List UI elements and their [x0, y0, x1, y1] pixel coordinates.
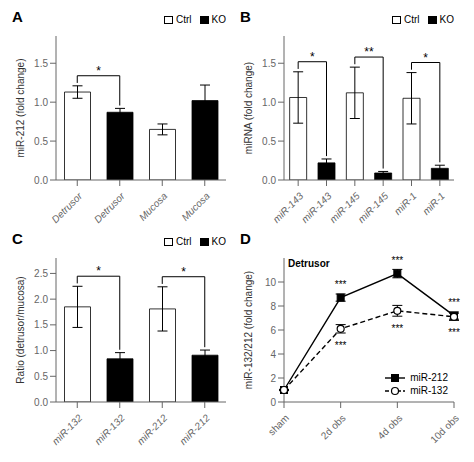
html-text:A: A	[12, 8, 23, 25]
svg-text:miRNA (fold change): miRNA (fold change)	[243, 62, 254, 154]
svg-text:0: 0	[270, 397, 276, 408]
svg-text:miR-1: miR-1	[392, 190, 419, 217]
html-text:miR-212: miR-212	[410, 372, 448, 383]
svg-text:6: 6	[270, 325, 276, 336]
svg-text:***: ***	[335, 340, 347, 351]
svg-text:1.0: 1.0	[262, 97, 276, 108]
svg-text:*: *	[181, 265, 186, 279]
svg-text:miR-212 (fold change): miR-212 (fold change)	[15, 59, 26, 158]
svg-text:8: 8	[270, 301, 276, 312]
svg-text:2.5: 2.5	[34, 268, 48, 279]
svg-text:1.5: 1.5	[34, 58, 48, 69]
svg-text:Detrusor: Detrusor	[49, 190, 84, 225]
svg-text:Mucosa: Mucosa	[179, 190, 212, 223]
html-text:miR-132: miR-132	[410, 385, 448, 396]
svg-text:10: 10	[265, 277, 277, 288]
svg-text:0.5: 0.5	[34, 371, 48, 382]
html-text:KO: KO	[211, 14, 226, 25]
svg-text:***: ***	[448, 327, 460, 338]
svg-text:miR-132: miR-132	[92, 412, 127, 447]
svg-text:0.5: 0.5	[34, 136, 48, 147]
svg-text:2d obs: 2d obs	[319, 412, 348, 441]
svg-text:0.5: 0.5	[262, 136, 276, 147]
svg-text:4: 4	[270, 349, 276, 360]
svg-text:*: *	[96, 64, 101, 78]
html-text:KO: KO	[211, 236, 226, 247]
svg-text:1.5: 1.5	[34, 319, 48, 330]
svg-text:0.0: 0.0	[34, 175, 48, 186]
svg-text:***: ***	[391, 255, 403, 266]
svg-text:miR-132: miR-132	[50, 412, 85, 447]
svg-text:miR-132/212 (fold change): miR-132/212 (fold change)	[243, 271, 254, 389]
svg-text:1.5: 1.5	[262, 58, 276, 69]
svg-text:***: ***	[335, 279, 347, 290]
html-text:Ctrl: Ctrl	[176, 236, 192, 247]
svg-text:Detrusor: Detrusor	[92, 190, 127, 225]
html-text:Detrusor: Detrusor	[288, 258, 330, 269]
svg-text:*: *	[423, 51, 428, 65]
svg-text:***: ***	[391, 323, 403, 334]
svg-text:*: *	[310, 50, 315, 64]
html-text:Ctrl: Ctrl	[176, 14, 192, 25]
svg-text:sham: sham	[266, 412, 291, 437]
svg-text:0.0: 0.0	[34, 397, 48, 408]
svg-text:**: **	[364, 45, 374, 59]
svg-text:miR-1: miR-1	[420, 190, 447, 217]
svg-text:4d obs: 4d obs	[375, 412, 404, 441]
svg-text:10d obs: 10d obs	[428, 412, 461, 445]
html-text:KO: KO	[439, 14, 454, 25]
svg-text:miR-212: miR-212	[177, 412, 212, 447]
html-text:Ctrl: Ctrl	[404, 14, 420, 25]
svg-text:*: *	[96, 264, 101, 278]
svg-text:Mucosa: Mucosa	[137, 190, 170, 223]
svg-text:2.0: 2.0	[34, 294, 48, 305]
html-text:B: B	[240, 8, 251, 25]
svg-text:0.0: 0.0	[262, 175, 276, 186]
svg-text:miR-143: miR-143	[299, 190, 334, 225]
svg-text:miR-145: miR-145	[327, 190, 362, 225]
svg-text:Ratio (detrusor/mucosa): Ratio (detrusor/mucosa)	[15, 276, 26, 383]
svg-text:miR-212: miR-212	[135, 412, 170, 447]
svg-text:miR-143: miR-143	[270, 190, 306, 225]
svg-text:***: ***	[448, 297, 460, 308]
svg-text:1.0: 1.0	[34, 97, 48, 108]
svg-text:2: 2	[270, 373, 276, 384]
html-text:D: D	[240, 230, 251, 247]
svg-text:1.0: 1.0	[34, 345, 48, 356]
svg-text:miR-145: miR-145	[356, 190, 391, 225]
html-text:C: C	[12, 230, 23, 247]
